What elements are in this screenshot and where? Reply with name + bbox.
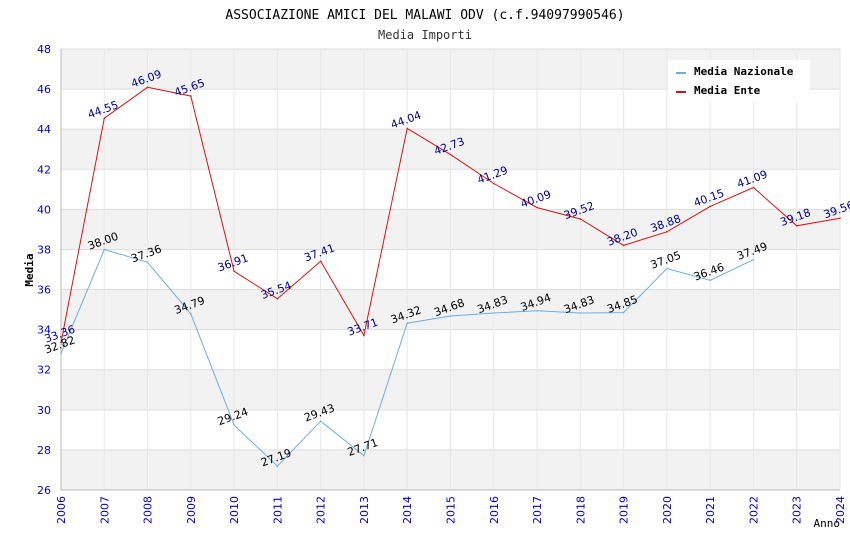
y-tick-label: 36 bbox=[37, 284, 51, 297]
data-point bbox=[60, 341, 62, 344]
y-tick-label: 32 bbox=[37, 364, 51, 377]
y-tick-label: 38 bbox=[37, 243, 51, 256]
x-tick-label: 2011 bbox=[271, 496, 284, 524]
data-point bbox=[449, 315, 452, 317]
data-point bbox=[319, 260, 322, 263]
x-tick-label: 2021 bbox=[704, 496, 717, 524]
y-tick-label: 26 bbox=[37, 484, 51, 497]
data-point bbox=[492, 312, 495, 314]
axes bbox=[60, 49, 840, 491]
legend-box bbox=[668, 60, 810, 101]
data-label: 41.09 bbox=[735, 168, 769, 191]
legend: Media Nazionale Media Ente bbox=[668, 60, 810, 101]
data-point bbox=[103, 117, 106, 119]
data-point bbox=[839, 217, 841, 219]
y-tick-label: 34 bbox=[37, 324, 51, 337]
data-point bbox=[622, 311, 625, 314]
data-point bbox=[103, 248, 106, 251]
data-point bbox=[752, 186, 755, 189]
x-tick-label: 2016 bbox=[488, 496, 501, 524]
y-tick-labels: 26 28 30 32 34 36 38 40 42 44 46 48 bbox=[37, 43, 51, 497]
data-point bbox=[622, 244, 625, 247]
x-tick-label: 2010 bbox=[228, 496, 241, 524]
data-point bbox=[666, 267, 668, 270]
x-axis-label: Anno bbox=[814, 517, 841, 530]
data-point bbox=[709, 205, 711, 208]
x-tick-label: 2018 bbox=[574, 496, 587, 524]
data-point bbox=[752, 258, 755, 261]
x-tick-labels: 2006 2007 2008 2009 2010 2011 2012 2013 2014 2015… bbox=[55, 496, 847, 524]
data-point bbox=[363, 454, 365, 457]
series-lines bbox=[60, 86, 841, 467]
x-tick-label: 2023 bbox=[791, 496, 804, 524]
y-tick-label: 42 bbox=[37, 163, 51, 176]
data-label: 40.15 bbox=[692, 187, 726, 210]
x-tick-label: 2006 bbox=[55, 496, 68, 524]
chart-subtitle: Media Importi bbox=[378, 28, 472, 42]
data-label: 37.05 bbox=[649, 249, 683, 272]
data-point bbox=[492, 182, 495, 185]
y-axis-label: Media bbox=[23, 253, 36, 286]
x-tick-label: 2015 bbox=[445, 496, 458, 524]
data-point bbox=[146, 261, 149, 264]
data-label: 44.55 bbox=[86, 98, 120, 121]
data-point bbox=[146, 86, 149, 89]
data-label: 36.91 bbox=[216, 252, 250, 275]
x-tick-label: 2007 bbox=[98, 496, 111, 524]
chart-title: ASSOCIAZIONE AMICI DEL MALAWI ODV (c.f.9… bbox=[225, 8, 624, 23]
x-tick-label: 2009 bbox=[185, 496, 198, 524]
data-point bbox=[579, 312, 582, 314]
x-tick-label: 2008 bbox=[142, 496, 155, 524]
y-tick-label: 30 bbox=[37, 404, 51, 417]
y-tick-label: 40 bbox=[37, 203, 51, 216]
x-tick-label: 2012 bbox=[315, 496, 328, 524]
data-label: 44.04 bbox=[389, 109, 423, 132]
data-point bbox=[276, 297, 279, 300]
data-point bbox=[795, 225, 798, 227]
legend-label-nazionale: Media Nazionale bbox=[694, 65, 794, 78]
data-point bbox=[709, 279, 711, 282]
data-point bbox=[579, 218, 582, 220]
data-point bbox=[536, 309, 538, 312]
data-point bbox=[666, 231, 668, 233]
x-tick-label: 2022 bbox=[747, 496, 760, 524]
data-point bbox=[319, 420, 322, 423]
data-point bbox=[190, 95, 192, 97]
x-tick-label: 2014 bbox=[401, 496, 414, 524]
x-tick-label: 2019 bbox=[618, 496, 631, 524]
data-point bbox=[363, 334, 365, 337]
data-point bbox=[406, 127, 409, 130]
data-point bbox=[60, 352, 62, 355]
x-tick-label: 2017 bbox=[531, 496, 544, 524]
x-tick-label: 2013 bbox=[358, 496, 371, 524]
data-point bbox=[276, 465, 279, 467]
data-point bbox=[536, 206, 538, 209]
x-tick-label: 2024 bbox=[834, 496, 847, 524]
y-tick-label: 28 bbox=[37, 444, 51, 457]
data-point bbox=[233, 424, 235, 426]
data-point bbox=[406, 322, 409, 325]
legend-label-ente: Media Ente bbox=[694, 84, 761, 97]
data-point bbox=[190, 313, 192, 315]
y-tick-label: 44 bbox=[37, 123, 51, 136]
data-point bbox=[233, 270, 235, 273]
x-tick-label: 2020 bbox=[661, 496, 674, 524]
data-point bbox=[449, 153, 452, 156]
y-tick-label: 48 bbox=[37, 43, 51, 56]
y-tick-label: 46 bbox=[37, 83, 51, 96]
